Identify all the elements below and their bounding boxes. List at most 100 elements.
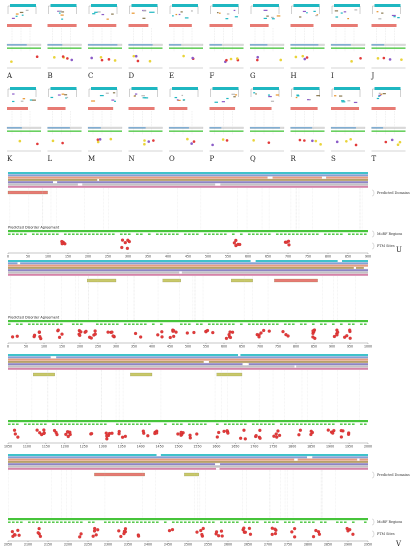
axis-tick-label: 950 bbox=[347, 345, 353, 349]
predictor-segment bbox=[58, 10, 62, 12]
ptm-site bbox=[37, 527, 41, 531]
morf-cell bbox=[64, 423, 67, 425]
ptm-site bbox=[15, 334, 19, 338]
predictor-gap bbox=[357, 458, 360, 461]
disorder-consensus-bar bbox=[293, 87, 320, 90]
predictor-segment bbox=[334, 95, 337, 97]
disorder-consensus-bar bbox=[91, 87, 117, 90]
predictor-segment bbox=[316, 14, 319, 16]
predictor-segment bbox=[19, 11, 24, 14]
morf-cell bbox=[268, 323, 271, 325]
disorder-strip-fill bbox=[47, 127, 70, 129]
predictor-track bbox=[8, 356, 368, 359]
morf-cell bbox=[88, 521, 91, 523]
axis-tick-label: 600 bbox=[221, 345, 227, 349]
morf-cell bbox=[208, 521, 211, 523]
small-panel-t: T bbox=[371, 87, 406, 163]
ptm-site bbox=[267, 329, 271, 333]
morf-cell bbox=[320, 423, 323, 425]
panel-u-track: Predicted Disorder Agreement 0 50 100 150 200… bbox=[7, 172, 410, 259]
panel-letter: J bbox=[371, 72, 375, 80]
side-brace bbox=[371, 518, 375, 526]
ptm-site bbox=[293, 527, 297, 531]
morf-strip bbox=[331, 130, 365, 132]
morf-cell bbox=[184, 323, 187, 325]
morf-cell bbox=[292, 423, 295, 425]
axis-tick-label: 250 bbox=[95, 345, 101, 349]
predictor-gap bbox=[321, 176, 327, 179]
ptm-site bbox=[255, 333, 259, 337]
predictor-gap bbox=[203, 360, 209, 363]
disorder-consensus-bar bbox=[212, 87, 239, 90]
axis-tick-label: 650 bbox=[265, 255, 271, 259]
morf-cell bbox=[304, 521, 307, 523]
predictor-segment bbox=[341, 101, 346, 103]
ptm-site bbox=[167, 529, 172, 533]
axis-tick-label: 1600 bbox=[212, 445, 220, 449]
morf-cell bbox=[360, 233, 363, 235]
ptm-site bbox=[273, 527, 277, 531]
domain-box bbox=[231, 278, 253, 283]
panel-frame bbox=[210, 88, 239, 97]
morf-cell bbox=[212, 323, 215, 325]
ptm-site bbox=[110, 330, 114, 334]
predictor-gap bbox=[250, 260, 256, 262]
ptm-site bbox=[205, 328, 210, 333]
ptm-site bbox=[139, 335, 143, 339]
predictor-track bbox=[8, 178, 368, 181]
ptm-site bbox=[272, 434, 276, 438]
morf-cell bbox=[220, 233, 223, 235]
domain-box bbox=[216, 372, 243, 377]
ptm-site bbox=[332, 334, 337, 339]
axis-tick-label: 1650 bbox=[231, 445, 239, 449]
predictor-segment bbox=[339, 95, 343, 97]
morf-cell bbox=[56, 423, 59, 425]
predictor-segment bbox=[307, 99, 311, 101]
ptm-site bbox=[348, 328, 352, 332]
predictor-segment bbox=[178, 13, 181, 16]
ptm-site bbox=[319, 143, 322, 146]
predictor-segment bbox=[306, 12, 308, 14]
predictor-segment bbox=[271, 18, 275, 20]
axis-tick-label: 500 bbox=[205, 255, 211, 259]
morf-cell bbox=[60, 323, 63, 325]
predictor-segment bbox=[175, 13, 178, 16]
predictor-segment bbox=[111, 13, 114, 15]
small-panel-g: G bbox=[249, 4, 285, 80]
predictor-segment bbox=[378, 95, 381, 97]
predictor-segment bbox=[234, 94, 238, 96]
morf-cell bbox=[252, 323, 255, 325]
morf-cell bbox=[268, 233, 271, 235]
morf-cell bbox=[308, 423, 311, 425]
morf-cell bbox=[340, 423, 343, 425]
morf-cell bbox=[16, 423, 19, 425]
ptm-site bbox=[160, 330, 164, 334]
morf-cell bbox=[236, 423, 239, 425]
morf-cell bbox=[188, 323, 191, 325]
section-letter-u: U bbox=[396, 246, 402, 254]
morf-cell bbox=[136, 233, 139, 235]
axis-tick-label: 700 bbox=[285, 255, 291, 259]
axis-tick-label: 500 bbox=[185, 345, 191, 349]
morf-cell bbox=[152, 323, 155, 325]
morf-cell bbox=[92, 233, 95, 235]
ptm-site bbox=[56, 328, 60, 332]
morf-cell bbox=[328, 233, 331, 235]
ptm-site bbox=[120, 245, 124, 250]
morf-cell bbox=[224, 323, 227, 325]
predictor-segment bbox=[114, 100, 116, 102]
predicted-domain-bar bbox=[169, 24, 192, 27]
morf-cell bbox=[160, 323, 163, 325]
predictor-track bbox=[8, 454, 368, 456]
morf-cell bbox=[92, 423, 95, 425]
predictor-segment bbox=[296, 95, 300, 97]
predicted-domain-bar bbox=[128, 107, 155, 110]
ptm-site bbox=[42, 428, 46, 432]
ptm-site bbox=[111, 334, 115, 338]
predictor-segment bbox=[234, 16, 238, 18]
predicted-domain-bar bbox=[371, 24, 397, 27]
ptm-site bbox=[105, 437, 109, 441]
morf-cell bbox=[320, 323, 323, 325]
disorder-strip-fill bbox=[250, 44, 268, 46]
